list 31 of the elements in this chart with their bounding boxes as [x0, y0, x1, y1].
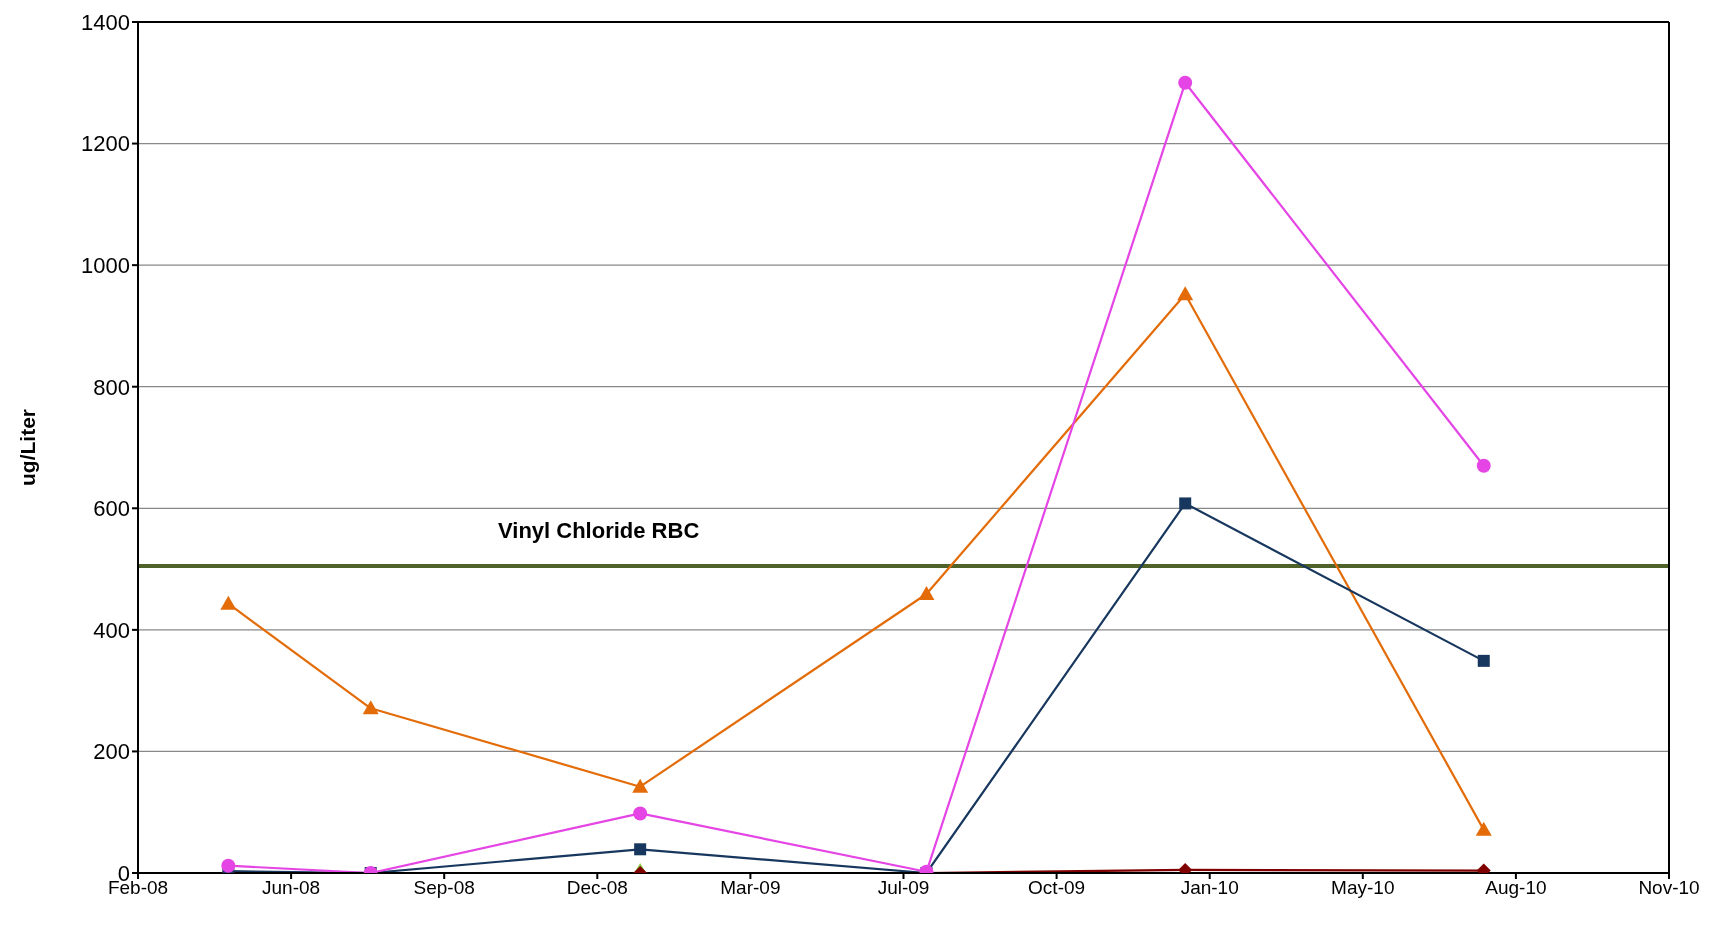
point: [1476, 458, 1491, 473]
point: [1477, 654, 1490, 667]
x-tick-label: Dec-08: [566, 877, 628, 899]
point: [1475, 821, 1492, 836]
point: [220, 595, 237, 610]
x-tick-label: Oct-09: [1028, 877, 1086, 899]
x-tick-label: May-10: [1331, 877, 1395, 899]
point: [1179, 497, 1192, 510]
y-tick-label: 400: [93, 617, 130, 643]
point: [1177, 286, 1194, 301]
x-tick-label: Jul-09: [877, 877, 930, 899]
x-tick-label: Sep-08: [413, 877, 475, 899]
point: [1178, 75, 1193, 90]
y-tick-label: 1200: [81, 131, 130, 157]
x-tick-label: Nov-10: [1638, 877, 1700, 899]
y-tick-label: 1000: [81, 252, 130, 278]
x-tick-label: Jun-08: [262, 877, 321, 899]
point: [918, 585, 935, 600]
x-tick-label: Aug-10: [1485, 877, 1547, 899]
x-tick-label: Mar-09: [720, 877, 781, 899]
x-tick-label: Jan-10: [1180, 877, 1239, 899]
y-tick-label: 800: [93, 374, 130, 400]
point: [221, 858, 236, 873]
point: [362, 700, 379, 715]
y-axis-title: ug/Liter: [16, 409, 40, 486]
point: [633, 806, 648, 821]
ref-line-label: Vinyl Chloride RBC: [498, 517, 700, 543]
point: [632, 778, 649, 793]
y-tick-label: 200: [93, 739, 130, 765]
y-tick-label: 1400: [81, 9, 130, 35]
y-tick-label: 600: [93, 496, 130, 522]
